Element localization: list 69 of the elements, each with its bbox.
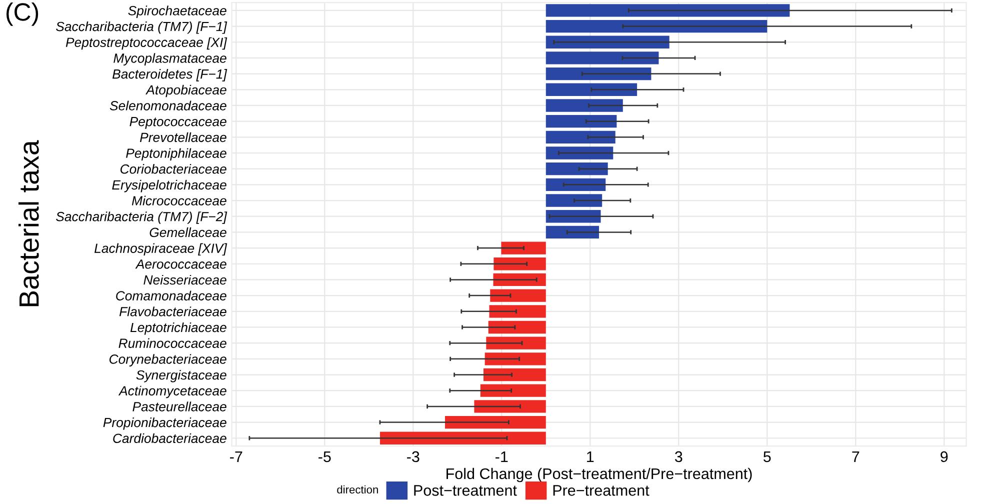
y-tick-label: Neisseriaceae [144,274,226,285]
y-tick-label: Ruminococcaceae [118,338,226,348]
bar [486,336,546,350]
y-tick-label: Spirochaetaceae [128,6,226,18]
x-tick-label: 9 [940,451,948,462]
y-tick-label: Atopobiaceae [146,84,226,98]
y-tick-label: Peptostreptococcaceae [XI] [66,37,228,50]
y-tick-label: Coriobacteriaceae [120,164,226,174]
y-axis-title: Bacterial taxa [18,140,39,306]
bar [546,178,606,192]
y-tick-label: Pasteurellaceae [132,402,226,412]
y-tick-label: Mycoplasmataceae [114,53,226,66]
bar [445,416,546,429]
bar [546,162,608,176]
y-tick-label: Corynebacteriaceae [110,354,226,366]
x-tick-label: -3 [407,451,420,462]
bar [546,146,614,160]
x-tick-label: 7 [852,451,860,462]
bar [546,130,616,144]
legend-label: Pre−treatment [553,485,650,496]
y-tick-label: Erysipelotrichaceae [112,180,226,192]
text: (C) [6,2,38,26]
y-tick-label: Cardiobacteriaceae [113,433,226,444]
x-tick-label: 1 [587,451,594,462]
y-tick-label: Saccharibacteria (TM7) [F−2] [56,212,228,224]
y-tick-label: Lachnospiraceae [XIV] [94,243,228,256]
x-tick-label: -7 [230,451,242,462]
y-tick-label: Comamonadaceae [116,290,226,300]
y-tick-label: Saccharibacteria (TM7) [F−1] [56,22,228,34]
bar [546,52,659,64]
y-tick-label: Aerococcaceae [135,260,226,269]
bar [546,36,670,48]
y-tick-label: Micrococcaceae [132,196,226,206]
y-tick-label: Synergistaceae [136,370,226,382]
y-tick-label: Actinomycetaceae [118,386,226,398]
y-tick-label: Peptococcaceae [130,117,226,129]
x-tick-label: -5 [318,451,331,462]
y-tick-label: Leptotrichiaceae [130,322,226,335]
bar [474,400,546,413]
y-tick-label: Prevotellaceae [140,132,226,142]
bar [546,194,602,207]
bar [546,20,768,33]
bar [480,384,546,397]
bar [546,99,623,112]
y-tick-label: Flavobacteriaceae [119,306,226,316]
x-tick-label: 3 [674,451,682,462]
bar [494,258,546,270]
bar [488,320,546,334]
bar [380,432,546,444]
bar [484,368,546,382]
bar [484,352,546,366]
y-tick-label: Gemellaceae [150,227,226,238]
bar [501,242,546,254]
legend-label: Post−treatment [414,485,517,496]
y-tick-label: Bacteroidetes [F−1] [112,69,228,82]
y-tick-label: Peptoniphilaceae [126,148,226,161]
bar [489,305,546,318]
x-axis-title: Fold Change (Post−treatment/Pre−treatment) [446,468,752,482]
bar [490,289,546,302]
x-tick-label: -1 [496,451,508,462]
x-tick-label: 5 [764,451,771,462]
y-tick-label: Propionibacteriaceae [103,418,226,430]
legend-title: direction [337,485,378,494]
bar [546,83,638,96]
bar [546,226,599,239]
y-tick-label: Selenomonadaceae [110,100,226,110]
bar [546,114,617,128]
bar [546,67,652,80]
bar [546,4,790,17]
